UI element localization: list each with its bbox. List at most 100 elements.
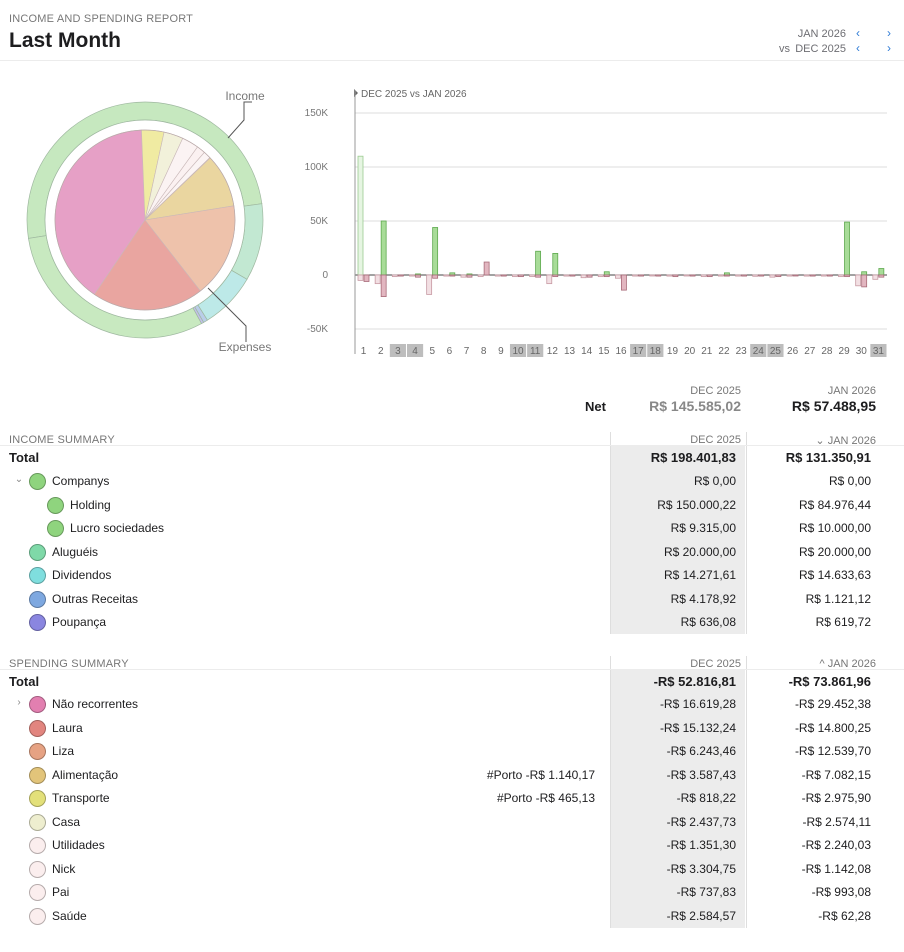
bar-jan-2026-spending-day-13[interactable] [569, 274, 576, 277]
income-row-lucro-sociedades[interactable]: Lucro sociedades R$ 9.315,00 R$ 10.000,00 [0, 517, 904, 540]
current-next-chevron-icon[interactable]: › [887, 26, 891, 40]
x-tick-label[interactable]: 7 [464, 346, 470, 357]
x-tick-label[interactable]: 28 [821, 346, 833, 357]
x-tick-label[interactable]: 18 [650, 346, 662, 357]
bar-jan-2026-income-day-31[interactable] [878, 268, 885, 276]
bar-dec-2025-spending-day-25[interactable] [769, 274, 776, 278]
spending-row-utilidades[interactable]: Utilidades -R$ 1.351,30 -R$ 2.240,03 [0, 834, 904, 857]
x-tick-label[interactable]: 13 [564, 346, 576, 357]
bar-jan-2026-spending-day-2[interactable] [380, 274, 387, 298]
bar-jan-2026-spending-day-31[interactable] [878, 274, 885, 278]
bar-dec-2025-spending-day-12[interactable] [546, 274, 553, 285]
x-tick-label[interactable]: 22 [718, 346, 730, 357]
bar-dec-2025-spending-day-20[interactable] [683, 274, 690, 277]
bar-jan-2026-spending-day-1[interactable] [363, 274, 370, 282]
bar-dec-2025-spending-day-14[interactable] [580, 274, 587, 279]
x-tick-label[interactable]: 10 [512, 346, 524, 357]
x-tick-label[interactable]: 4 [412, 346, 418, 357]
current-prev-chevron-icon[interactable]: ‹ [856, 26, 860, 40]
x-tick-label[interactable]: 15 [598, 346, 610, 357]
x-tick-label[interactable]: 30 [856, 346, 868, 357]
spending-row-casa[interactable]: Casa -R$ 2.437,73 -R$ 2.574,11 [0, 811, 904, 834]
bar-dec-2025-spending-day-18[interactable] [649, 274, 656, 277]
bar-dec-2025-spending-day-7[interactable] [460, 274, 467, 278]
bar-dec-2025-income-day-1[interactable] [357, 155, 364, 276]
bar-jan-2026-spending-day-9[interactable] [500, 274, 507, 277]
bar-jan-2026-spending-day-20[interactable] [689, 274, 696, 277]
x-tick-label[interactable]: 27 [804, 346, 816, 357]
bar-jan-2026-spending-day-28[interactable] [826, 274, 833, 277]
bar-jan-2026-spending-day-21[interactable] [706, 274, 713, 278]
bar-dec-2025-spending-day-30[interactable] [855, 274, 862, 287]
x-tick-label[interactable]: 16 [615, 346, 627, 357]
disclosure-chevron-icon[interactable]: ⌄ [14, 474, 24, 485]
spending-col2-header[interactable]: ^ JAN 2026 [746, 658, 876, 670]
bar-jan-2026-spending-day-25[interactable] [775, 274, 782, 278]
bar-jan-2026-spending-day-22[interactable] [723, 274, 730, 277]
bar-dec-2025-spending-day-27[interactable] [803, 274, 810, 277]
x-tick-label[interactable]: 17 [633, 346, 645, 357]
income-row-outras-receitas[interactable]: Outras Receitas R$ 4.178,92 R$ 1.121,12 [0, 588, 904, 611]
bar-dec-2025-spending-day-17[interactable] [632, 274, 638, 277]
bar-dec-2025-spending-day-22[interactable] [717, 274, 724, 277]
income-row-alugueis[interactable]: Aluguéis R$ 20.000,00 R$ 20.000,00 [0, 541, 904, 564]
bar-jan-2026-income-day-15[interactable] [603, 271, 610, 276]
bar-jan-2026-spending-day-18[interactable] [655, 274, 662, 277]
bar-dec-2025-spending-day-10[interactable] [512, 274, 518, 278]
bar-dec-2025-spending-day-28[interactable] [820, 274, 827, 277]
bar-jan-2026-income-day-12[interactable] [552, 252, 559, 276]
income-row-holding[interactable]: Holding R$ 150.000,22 R$ 84.976,44 [0, 494, 904, 517]
bar-jan-2026-spending-day-26[interactable] [792, 274, 799, 277]
bar-dec-2025-spending-day-26[interactable] [786, 274, 793, 277]
spending-row-nick[interactable]: Nick -R$ 3.304,75 -R$ 1.142,08 [0, 858, 904, 881]
spending-col1-header[interactable]: DEC 2025 [690, 658, 741, 670]
spending-row-nao-recorrentes[interactable]: › Não recorrentes -R$ 16.619,28 -R$ 29.452,… [0, 693, 904, 716]
income-col1-header[interactable]: DEC 2025 [690, 434, 741, 446]
x-tick-label[interactable]: 23 [736, 346, 748, 357]
income-row-companys[interactable]: ⌄ Companys R$ 0,00 R$ 0,00 [0, 470, 904, 493]
bar-dec-2025-spending-day-4[interactable] [409, 274, 415, 277]
bar-dec-2025-spending-day-15[interactable] [597, 274, 604, 278]
bar-jan-2026-income-day-29[interactable] [844, 221, 850, 276]
spending-row-liza[interactable]: Liza -R$ 6.243,46 -R$ 12.539,70 [0, 740, 904, 763]
income-expenses-donut[interactable]: Income Expenses [0, 70, 300, 370]
bar-jan-2026-spending-day-15[interactable] [603, 274, 610, 278]
spending-row-laura[interactable]: Laura -R$ 15.132,24 -R$ 14.800,25 [0, 717, 904, 740]
bar-dec-2025-spending-day-1[interactable] [357, 274, 364, 281]
income-row-poupanca[interactable]: Poupança R$ 636,08 R$ 619,72 [0, 611, 904, 634]
bar-jan-2026-spending-day-6[interactable] [449, 274, 456, 277]
x-tick-label[interactable]: 8 [481, 346, 487, 357]
x-tick-label[interactable]: 9 [498, 346, 504, 357]
compare-prev-chevron-icon[interactable]: ‹ [856, 41, 860, 55]
bar-jan-2026-spending-day-4[interactable] [415, 274, 421, 278]
bar-dec-2025-spending-day-9[interactable] [494, 274, 501, 277]
x-tick-label[interactable]: 12 [547, 346, 559, 357]
x-tick-label[interactable]: 2 [378, 346, 384, 357]
bar-jan-2026-spending-day-10[interactable] [518, 274, 524, 278]
disclosure-chevron-icon[interactable]: › [17, 697, 21, 708]
spending-row-saude[interactable]: Saúde -R$ 2.584,57 -R$ 62,28 [0, 905, 904, 928]
bar-dec-2025-spending-day-31[interactable] [872, 274, 879, 280]
income-col2-header[interactable]: ⌄ JAN 2026 [746, 434, 876, 447]
bar-jan-2026-spending-day-23[interactable] [741, 274, 747, 277]
bar-jan-2026-spending-day-3[interactable] [397, 274, 404, 277]
bar-jan-2026-spending-day-29[interactable] [844, 274, 850, 278]
bar-jan-2026-spending-day-24[interactable] [758, 274, 765, 277]
x-tick-label[interactable]: 20 [684, 346, 696, 357]
bar-dec-2025-spending-day-3[interactable] [391, 274, 398, 278]
bar-jan-2026-spending-day-16[interactable] [621, 274, 627, 291]
x-tick-label[interactable]: 26 [787, 346, 799, 357]
bar-dec-2025-spending-day-2[interactable] [374, 274, 381, 285]
bar-jan-2026-spending-day-19[interactable] [672, 274, 679, 278]
x-tick-label[interactable]: 11 [530, 346, 541, 357]
x-tick-label[interactable]: 14 [581, 346, 593, 357]
bar-dec-2025-spending-day-8[interactable] [477, 274, 484, 278]
x-tick-label[interactable]: 29 [839, 346, 851, 357]
bar-jan-2026-spending-day-11[interactable] [535, 274, 542, 278]
bar-dec-2025-spending-day-6[interactable] [443, 274, 450, 277]
x-tick-label[interactable]: 31 [873, 346, 885, 357]
bar-dec-2025-spending-day-13[interactable] [563, 274, 570, 277]
expenses-pie[interactable] [54, 129, 236, 311]
compare-next-chevron-icon[interactable]: › [887, 41, 891, 55]
